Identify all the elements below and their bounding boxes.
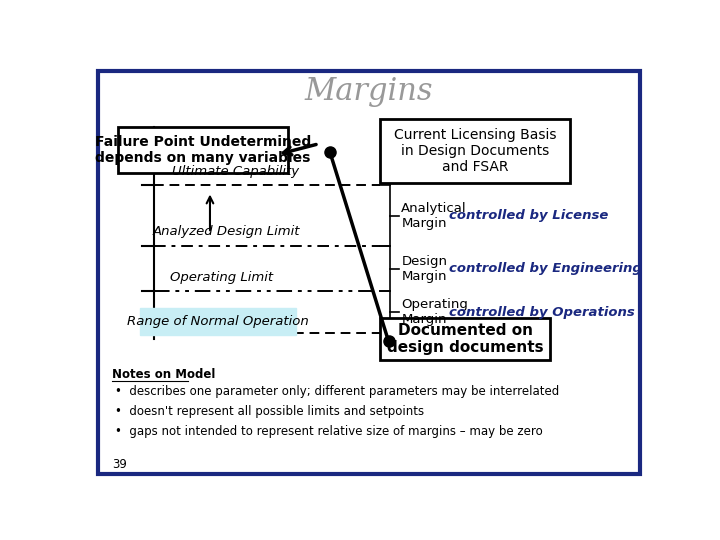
Text: Ultimate Capability: Ultimate Capability [171,165,299,178]
Text: controlled by License: controlled by License [449,209,608,222]
Text: •  gaps not intended to represent relative size of margins – may be zero: • gaps not intended to represent relativ… [115,425,543,438]
Text: Current Licensing Basis
in Design Documents
and FSAR: Current Licensing Basis in Design Docume… [394,128,557,174]
Text: controlled by Engineering: controlled by Engineering [449,262,642,275]
Text: Range of Normal Operation: Range of Normal Operation [127,315,309,328]
Text: Documented on
design documents: Documented on design documents [387,323,544,355]
Text: Design
Margin: Design Margin [401,254,447,282]
FancyBboxPatch shape [380,319,550,360]
Text: Notes on Model: Notes on Model [112,368,216,381]
FancyBboxPatch shape [99,71,639,474]
Text: Analytical
Margin: Analytical Margin [401,201,467,229]
FancyBboxPatch shape [118,127,288,173]
Text: Operating Limit: Operating Limit [170,271,273,284]
Text: Operating
Margin: Operating Margin [401,298,468,326]
FancyBboxPatch shape [380,119,570,183]
Text: Analyzed Design Limit: Analyzed Design Limit [153,225,300,238]
Text: Margins: Margins [305,76,433,107]
Text: Failure Point Undetermined
depends on many variables: Failure Point Undetermined depends on ma… [95,135,311,165]
FancyBboxPatch shape [140,308,297,335]
Text: controlled by Operations: controlled by Operations [449,306,634,319]
Text: •  describes one parameter only; different parameters may be interrelated: • describes one parameter only; differen… [115,385,559,398]
Text: 39: 39 [112,458,127,471]
Text: •  doesn't represent all possible limits and setpoints: • doesn't represent all possible limits … [115,405,424,418]
